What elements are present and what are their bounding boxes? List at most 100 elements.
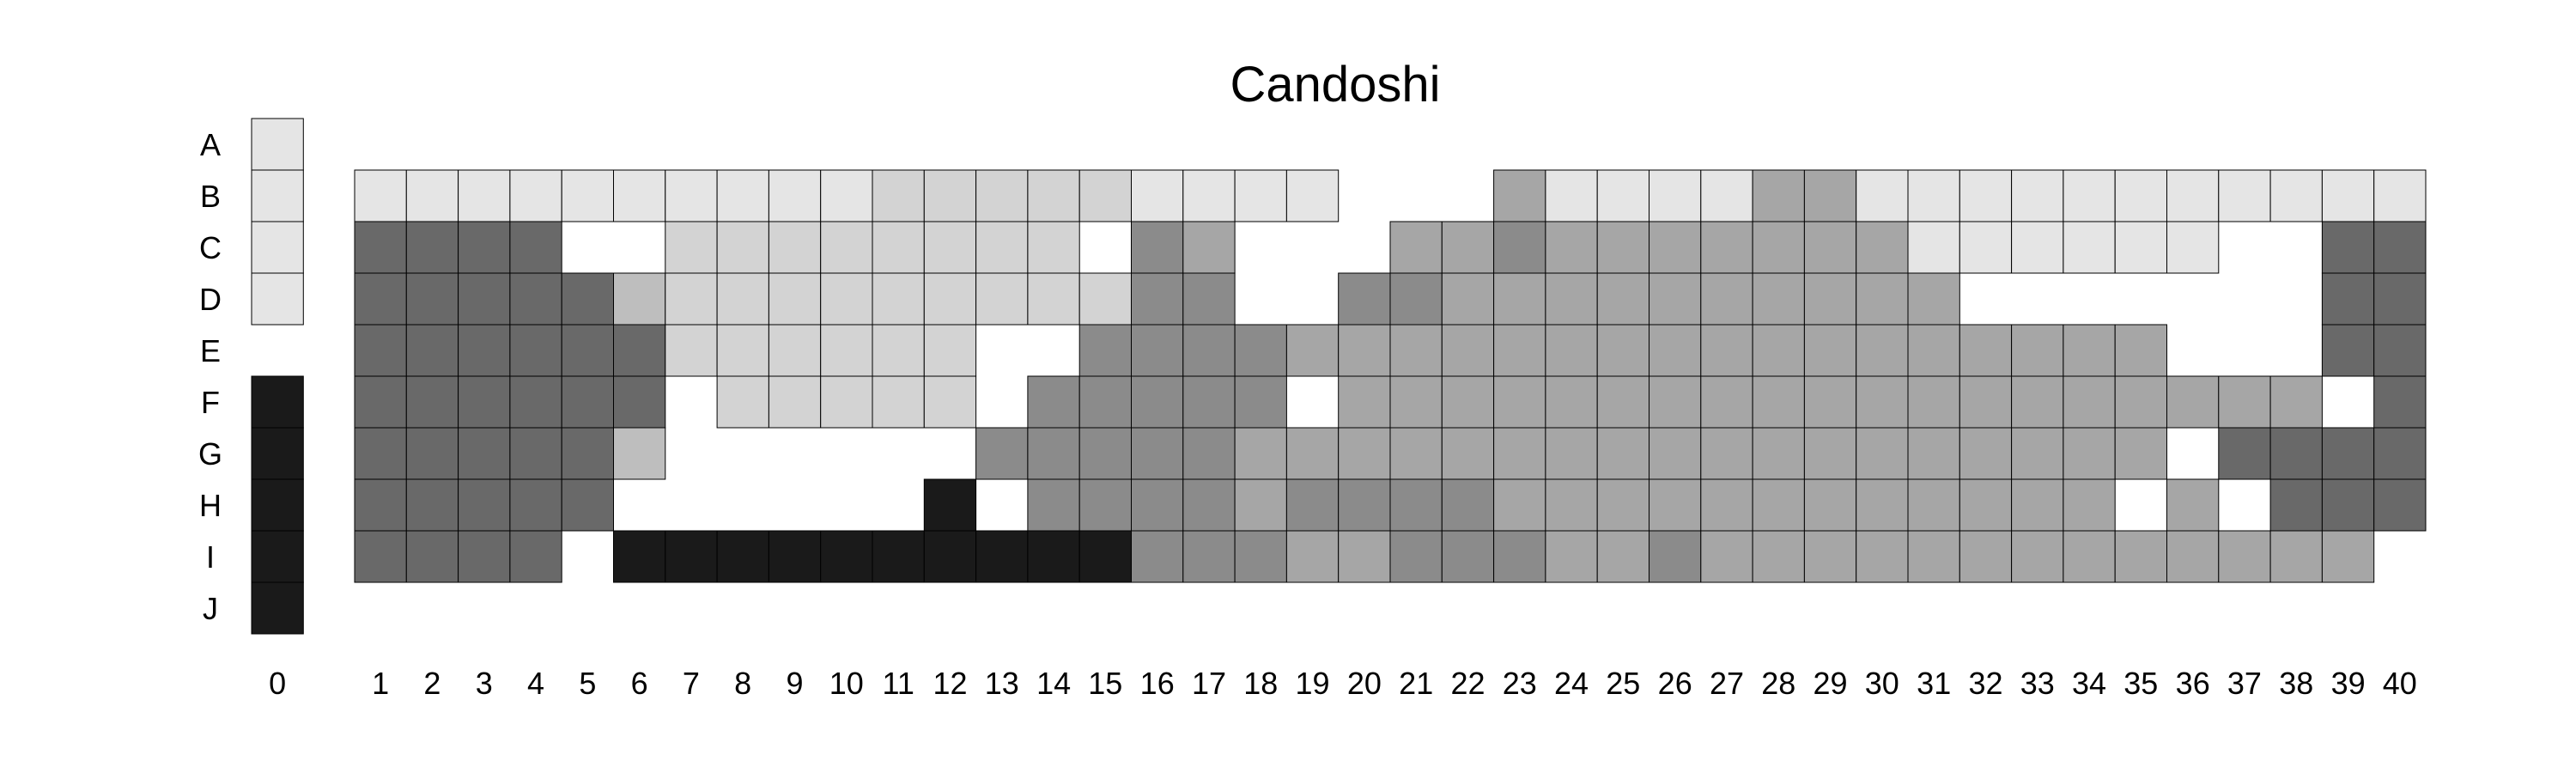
cell-I-21 xyxy=(1389,530,1443,583)
cell-I-12 xyxy=(923,530,977,583)
cell-I-37 xyxy=(2218,530,2271,583)
cell-I-27 xyxy=(1700,530,1753,583)
cell-H-29 xyxy=(1803,478,1857,532)
cell-F-37 xyxy=(2218,375,2271,429)
cell-B-12 xyxy=(923,169,977,222)
cell-H-17 xyxy=(1182,478,1236,532)
cell-B-27 xyxy=(1700,169,1753,222)
cell-D-14 xyxy=(1027,272,1080,326)
cell-B-8 xyxy=(716,169,769,222)
column-label-3: 3 xyxy=(476,666,493,701)
legend-cell-A xyxy=(251,118,304,171)
cell-D-4 xyxy=(509,272,562,326)
cell-H-2 xyxy=(405,478,459,532)
column-label-23: 23 xyxy=(1503,666,1537,701)
cell-H-38 xyxy=(2269,478,2323,532)
column-label-28: 28 xyxy=(1761,666,1795,701)
column-labels: 0 1 2 3 4 5 6 7 8 9 10 11 12 13 14 15 16 17 18 19 20 21 22 23 24… xyxy=(269,666,2417,701)
cell-B-34 xyxy=(2063,169,2116,222)
cell-G-25 xyxy=(1596,427,1649,480)
cell-G-3 xyxy=(458,427,511,480)
cell-F-40 xyxy=(2373,375,2427,429)
cell-F-26 xyxy=(1649,375,1702,429)
row-label-C: C xyxy=(199,230,222,265)
cell-D-31 xyxy=(1907,272,1960,326)
cell-G-23 xyxy=(1493,427,1546,480)
cell-C-4 xyxy=(509,221,562,274)
legend-column xyxy=(251,118,304,635)
cell-E-16 xyxy=(1131,324,1184,377)
column-label-31: 31 xyxy=(1917,666,1951,701)
cell-G-16 xyxy=(1131,427,1184,480)
cell-E-11 xyxy=(872,324,925,377)
cell-H-31 xyxy=(1907,478,1960,532)
cell-B-39 xyxy=(2321,169,2375,222)
cell-H-24 xyxy=(1545,478,1598,532)
cell-I-31 xyxy=(1907,530,1960,583)
cell-C-39 xyxy=(2321,221,2375,274)
cell-B-37 xyxy=(2218,169,2271,222)
cell-C-33 xyxy=(2011,221,2064,274)
cell-E-32 xyxy=(1959,324,2013,377)
cell-G-24 xyxy=(1545,427,1598,480)
cell-D-24 xyxy=(1545,272,1598,326)
cell-H-3 xyxy=(458,478,511,532)
cell-B-3 xyxy=(458,169,511,222)
cell-C-36 xyxy=(2166,221,2220,274)
cell-F-2 xyxy=(405,375,459,429)
cell-I-25 xyxy=(1596,530,1649,583)
cell-G-35 xyxy=(2114,427,2167,480)
cell-B-14 xyxy=(1027,169,1080,222)
cell-B-4 xyxy=(509,169,562,222)
cell-B-26 xyxy=(1649,169,1702,222)
cell-D-15 xyxy=(1078,272,1132,326)
cell-F-24 xyxy=(1545,375,1598,429)
cell-H-5 xyxy=(561,478,615,532)
cell-G-13 xyxy=(975,427,1029,480)
cell-H-33 xyxy=(2011,478,2064,532)
cell-D-27 xyxy=(1700,272,1753,326)
cell-D-5 xyxy=(561,272,615,326)
cell-D-21 xyxy=(1389,272,1443,326)
cell-I-9 xyxy=(768,530,822,583)
cell-E-10 xyxy=(820,324,873,377)
cell-C-2 xyxy=(405,221,459,274)
row-label-H: H xyxy=(199,488,222,523)
cell-C-3 xyxy=(458,221,511,274)
cell-C-12 xyxy=(923,221,977,274)
cell-F-20 xyxy=(1338,375,1391,429)
cell-B-18 xyxy=(1234,169,1287,222)
cell-B-23 xyxy=(1493,169,1546,222)
cell-I-34 xyxy=(2063,530,2116,583)
cell-I-6 xyxy=(613,530,666,583)
column-label-32: 32 xyxy=(1968,666,2002,701)
cell-C-13 xyxy=(975,221,1029,274)
cell-G-34 xyxy=(2063,427,2116,480)
cell-E-30 xyxy=(1856,324,1909,377)
cell-C-14 xyxy=(1027,221,1080,274)
cell-B-36 xyxy=(2166,169,2220,222)
cell-C-24 xyxy=(1545,221,1598,274)
cell-G-28 xyxy=(1752,427,1805,480)
cell-E-40 xyxy=(2373,324,2427,377)
cell-I-13 xyxy=(975,530,1029,583)
cell-D-40 xyxy=(2373,272,2427,326)
column-label-26: 26 xyxy=(1658,666,1692,701)
cell-E-2 xyxy=(405,324,459,377)
cell-E-15 xyxy=(1078,324,1132,377)
cell-E-31 xyxy=(1907,324,1960,377)
cell-G-30 xyxy=(1856,427,1909,480)
cell-B-9 xyxy=(768,169,822,222)
cell-C-1 xyxy=(354,221,407,274)
cell-C-17 xyxy=(1182,221,1236,274)
column-label-20: 20 xyxy=(1347,666,1382,701)
cell-D-13 xyxy=(975,272,1029,326)
cell-C-8 xyxy=(716,221,769,274)
cell-G-32 xyxy=(1959,427,2013,480)
cell-B-11 xyxy=(872,169,925,222)
cell-H-18 xyxy=(1234,478,1287,532)
cell-I-18 xyxy=(1234,530,1287,583)
column-label-14: 14 xyxy=(1036,666,1071,701)
cell-B-35 xyxy=(2114,169,2167,222)
cell-C-22 xyxy=(1441,221,1495,274)
